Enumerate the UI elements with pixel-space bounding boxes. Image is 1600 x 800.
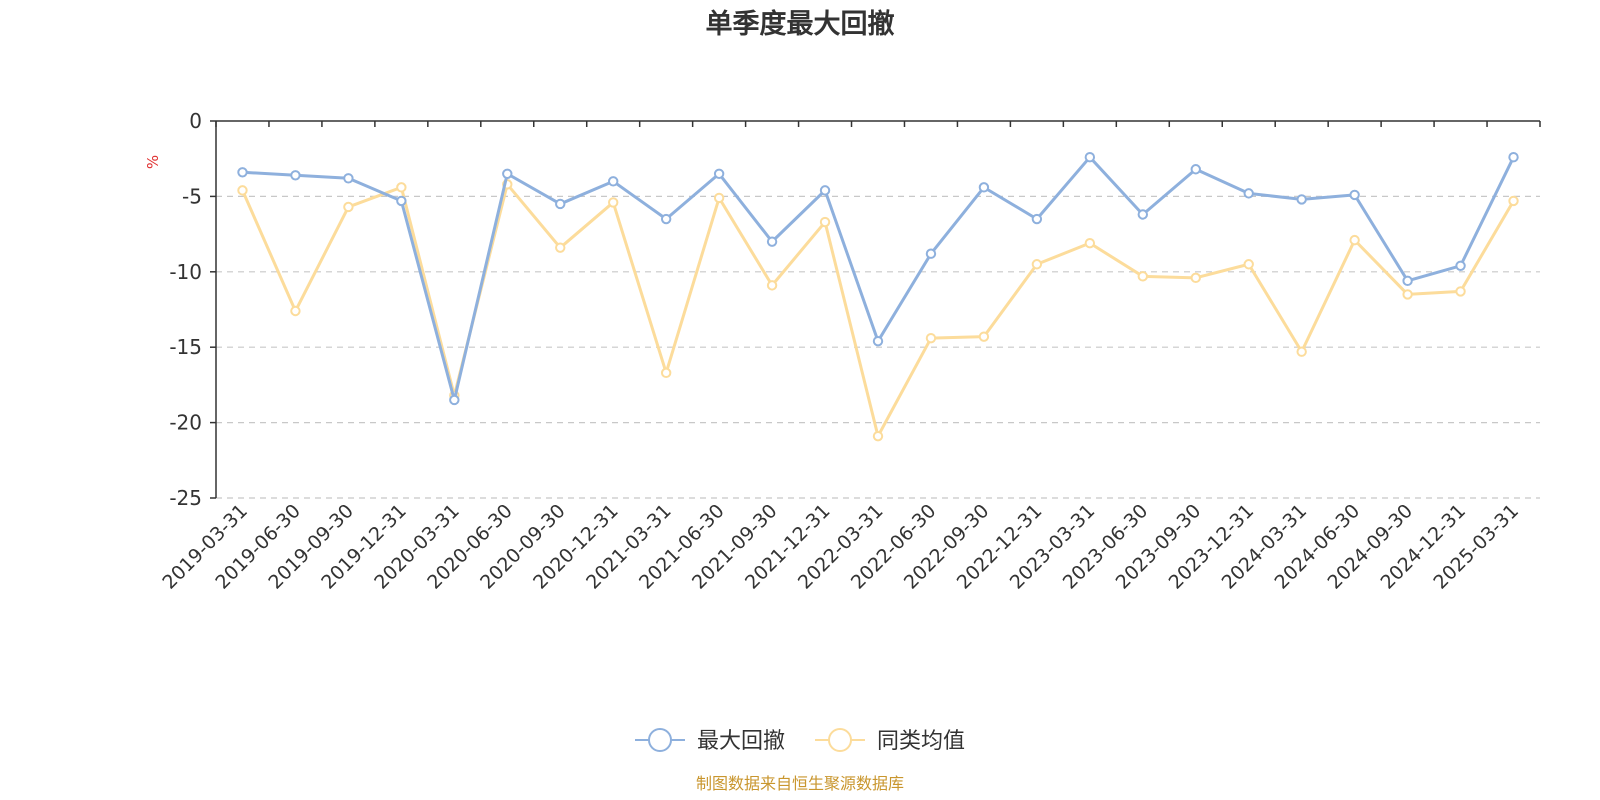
data-point[interactable] [1084, 237, 1096, 249]
data-point[interactable] [502, 168, 513, 179]
data-point[interactable] [1243, 188, 1254, 199]
data-point[interactable] [660, 213, 672, 225]
data-point[interactable] [1402, 289, 1413, 300]
axes [215, 120, 1541, 498]
data-point[interactable] [396, 195, 407, 207]
data-point[interactable] [1137, 209, 1149, 220]
y-axis-unit: % [144, 155, 162, 169]
y-tick-label: -5 [182, 184, 202, 208]
data-point[interactable] [766, 280, 778, 291]
grid-lines [216, 195, 1540, 499]
data-point[interactable] [978, 182, 990, 193]
data-point[interactable] [290, 305, 301, 317]
data-point[interactable] [1137, 271, 1149, 282]
data-point[interactable] [449, 394, 460, 406]
data-point[interactable] [343, 201, 354, 213]
data-point[interactable] [925, 332, 937, 344]
data-point[interactable] [237, 185, 248, 196]
data-point[interactable] [396, 182, 407, 193]
data-point[interactable] [1031, 213, 1043, 225]
data-point[interactable] [925, 248, 937, 259]
y-tick-label: -15 [169, 335, 202, 359]
legend-label: 最大回撤 [697, 729, 785, 754]
data-point[interactable] [819, 216, 831, 228]
data-point[interactable] [1190, 164, 1201, 175]
series-line [241, 182, 1515, 438]
legend-label: 同类均值 [877, 729, 965, 754]
data-point[interactable] [1508, 195, 1519, 207]
data-point[interactable] [1349, 189, 1360, 201]
data-point[interactable] [1084, 151, 1096, 163]
series-line [242, 155, 1515, 402]
data-point[interactable] [660, 367, 672, 379]
data-point[interactable] [1349, 234, 1360, 246]
y-tick-labels: 0 -5 -10 -15 -20 -25 [169, 109, 216, 510]
data-point[interactable] [1455, 286, 1466, 297]
data-point[interactable] [1402, 275, 1413, 287]
data-point[interactable] [343, 173, 354, 184]
data-point[interactable] [555, 198, 566, 210]
data-source-note: 制图数据来自恒生聚源数据库 [696, 774, 904, 793]
legend-item-2[interactable]: 同类均值 [815, 728, 965, 754]
y-tick-label: -25 [169, 486, 202, 510]
data-point[interactable] [713, 192, 725, 204]
data-point[interactable] [1031, 259, 1043, 270]
y-tick-label: -10 [169, 260, 202, 284]
data-point[interactable] [766, 236, 778, 247]
legend[interactable]: 最大回撤 同类均值 [635, 728, 965, 754]
data-point[interactable] [1190, 272, 1201, 284]
y-tick-label: 0 [189, 109, 202, 133]
data-point[interactable] [872, 430, 884, 442]
data-point[interactable] [819, 185, 831, 196]
x-tick-labels: 2019-03-312019-06-302019-09-302019-12-31… [158, 500, 1523, 594]
data-point[interactable] [1296, 194, 1307, 205]
data-point[interactable] [1455, 260, 1466, 271]
y-tick-label: -20 [169, 411, 202, 435]
data-point[interactable] [872, 335, 884, 347]
data-point[interactable] [1508, 151, 1519, 163]
data-point[interactable] [978, 331, 990, 342]
data-point[interactable] [555, 242, 566, 253]
series-1 [237, 151, 1519, 406]
legend-marker [828, 728, 852, 752]
data-point[interactable] [1296, 346, 1307, 357]
data-point[interactable] [1243, 259, 1254, 270]
series-lines [237, 151, 1519, 442]
data-point[interactable] [290, 170, 301, 181]
data-point[interactable] [237, 167, 248, 178]
data-point[interactable] [608, 176, 619, 187]
chart-title: 单季度最大回撤 [706, 8, 895, 40]
legend-marker [648, 728, 672, 752]
data-point[interactable] [713, 168, 725, 179]
data-point[interactable] [608, 197, 619, 208]
legend-item-1[interactable]: 最大回撤 [635, 728, 785, 754]
